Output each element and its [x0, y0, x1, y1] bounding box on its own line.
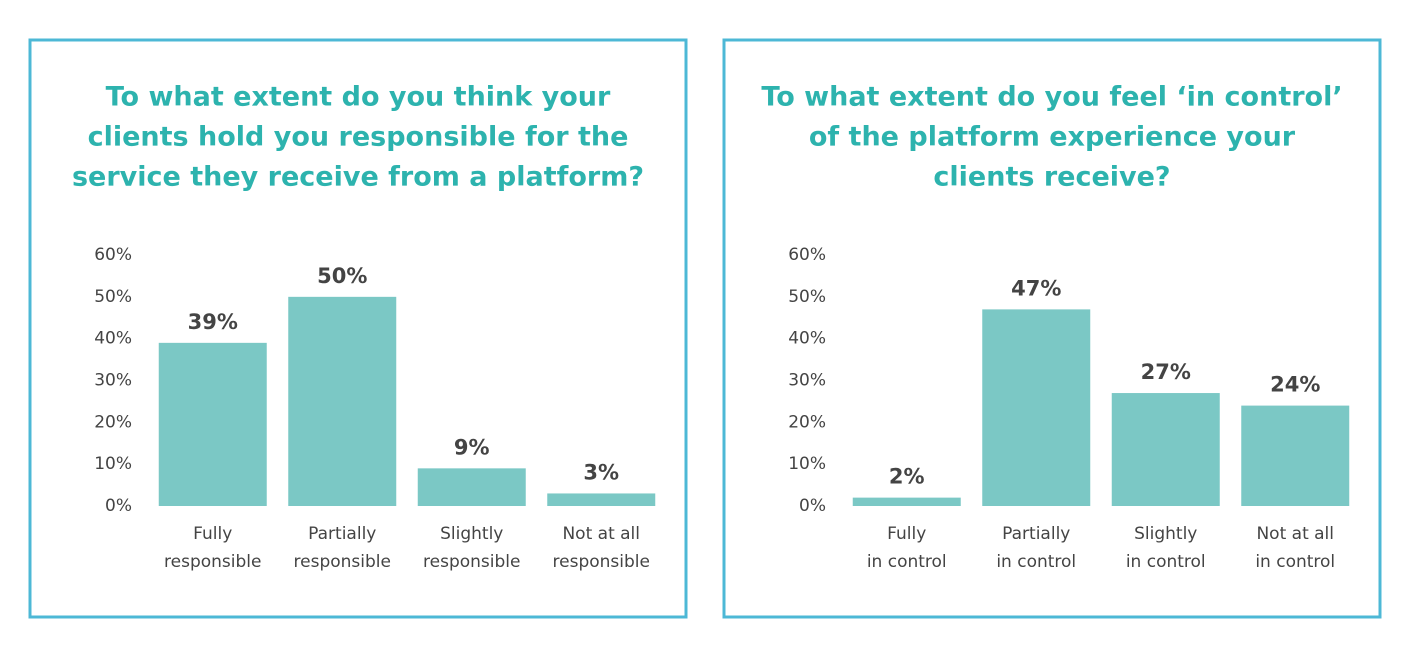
chart-title: clients receive? — [933, 162, 1170, 193]
value-label: 27% — [1141, 360, 1191, 384]
bar — [1111, 393, 1220, 506]
y-tick-label: 0% — [105, 496, 132, 516]
y-tick-label: 10% — [94, 454, 132, 474]
y-tick-label: 20% — [94, 412, 132, 432]
x-tick-label: responsible — [294, 552, 391, 572]
value-label: 2% — [889, 465, 925, 489]
chart-title: of the platform experience your — [809, 122, 1296, 153]
y-tick-label: 50% — [94, 287, 132, 307]
value-label: 50% — [317, 264, 367, 288]
panel-border — [28, 38, 688, 619]
chart-title: To what extent do you feel ‘in control’ — [761, 82, 1342, 113]
y-tick-label: 60% — [788, 245, 826, 265]
y-tick-label: 30% — [788, 371, 826, 391]
bar — [982, 309, 1091, 506]
x-tick-label: Fully — [193, 524, 232, 544]
x-tick-label: Partially — [1002, 524, 1070, 544]
value-label: 9% — [454, 435, 490, 459]
chart-title: To what extent do you think your — [106, 82, 611, 113]
x-tick-label: responsible — [553, 552, 650, 572]
y-tick-label: 40% — [94, 329, 132, 349]
y-tick-label: 10% — [788, 454, 826, 474]
y-tick-label: 50% — [788, 287, 826, 307]
x-tick-label: responsible — [423, 552, 520, 572]
chart-title: clients hold you responsible for the — [88, 122, 629, 153]
bar — [417, 468, 526, 506]
y-tick-label: 20% — [788, 412, 826, 432]
bar — [158, 342, 267, 506]
y-tick-label: 40% — [788, 329, 826, 349]
x-tick-label: Partially — [308, 524, 376, 544]
x-tick-label: in control — [996, 552, 1076, 572]
chart-title: service they receive from a platform? — [72, 162, 644, 193]
value-label: 39% — [188, 310, 238, 334]
panel-border — [722, 38, 1382, 619]
y-tick-label: 60% — [94, 245, 132, 265]
y-tick-label: 0% — [799, 496, 826, 516]
x-tick-label: in control — [1255, 552, 1335, 572]
y-tick-label: 30% — [94, 371, 132, 391]
x-tick-label: Not at all — [562, 524, 640, 544]
x-tick-label: Not at all — [1256, 524, 1334, 544]
x-tick-label: Slightly — [1134, 524, 1197, 544]
x-tick-label: in control — [867, 552, 947, 572]
bar — [547, 493, 656, 506]
value-label: 24% — [1270, 373, 1320, 397]
bar — [1241, 405, 1350, 506]
x-tick-label: in control — [1126, 552, 1206, 572]
value-label: 3% — [583, 460, 619, 484]
x-tick-label: Slightly — [440, 524, 503, 544]
bar — [288, 296, 397, 506]
bar — [852, 497, 961, 506]
x-tick-label: Fully — [887, 524, 926, 544]
value-label: 47% — [1011, 276, 1061, 300]
x-tick-label: responsible — [164, 552, 261, 572]
